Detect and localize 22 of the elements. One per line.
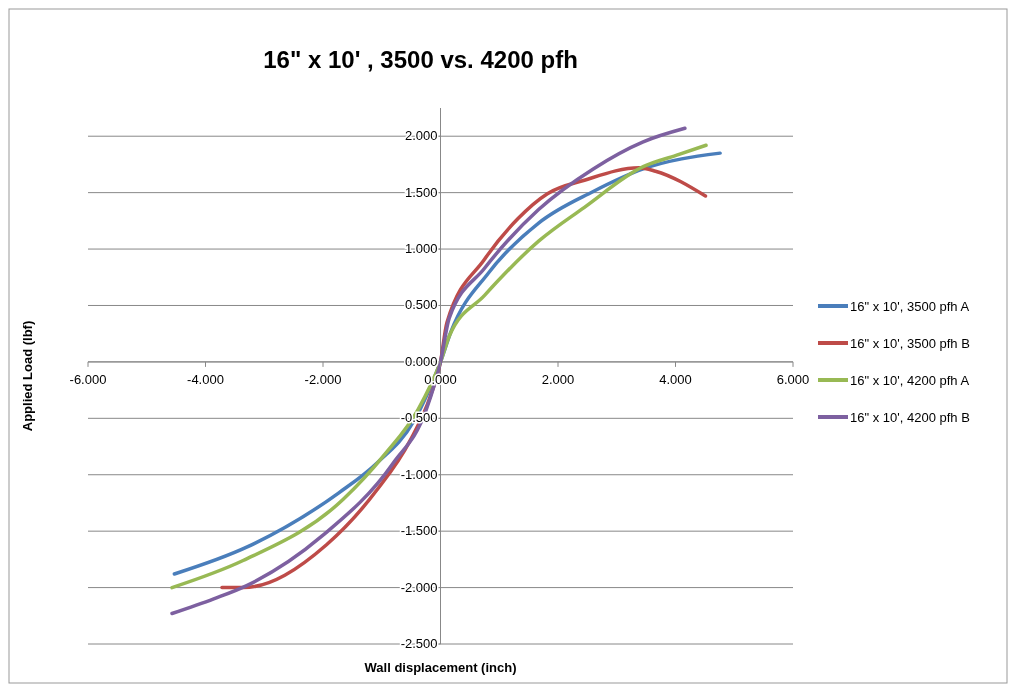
y-tick-label: 2.000 bbox=[404, 128, 438, 144]
legend-label: 16" x 10', 3500 pfh B bbox=[850, 336, 970, 351]
y-tick-label: -1.000 bbox=[400, 466, 438, 482]
x-tick-label: -6.000 bbox=[69, 371, 107, 387]
x-tick-label: 6.000 bbox=[776, 371, 810, 387]
legend-label: 16" x 10', 4200 pfh A bbox=[850, 373, 970, 388]
x-tick-label: -2.000 bbox=[304, 371, 342, 387]
y-tick-label: 1.000 bbox=[404, 241, 438, 257]
chart-title: 16" x 10' , 3500 vs. 4200 pfh bbox=[263, 46, 578, 73]
y-tick-label: -2.000 bbox=[400, 579, 438, 595]
x-axis-title: Wall displacement (inch) bbox=[364, 660, 517, 675]
x-tick-label: 4.000 bbox=[659, 371, 692, 387]
legend-label: 16" x 10', 4200 pfh B bbox=[850, 410, 970, 425]
y-tick-label: 1.500 bbox=[404, 184, 438, 200]
y-tick-label: 0.500 bbox=[404, 297, 438, 313]
y-axis-title: Applied Load (lbf) bbox=[20, 320, 35, 432]
y-tick-label: -1.500 bbox=[400, 523, 438, 539]
x-tick-label: 2.000 bbox=[541, 371, 575, 387]
x-tick-label: -4.000 bbox=[187, 371, 224, 387]
y-tick-label: -2.500 bbox=[400, 636, 438, 651]
y-tick-label: 0.000 bbox=[404, 353, 438, 369]
legend-label: 16" x 10', 3500 pfh A bbox=[850, 299, 970, 314]
